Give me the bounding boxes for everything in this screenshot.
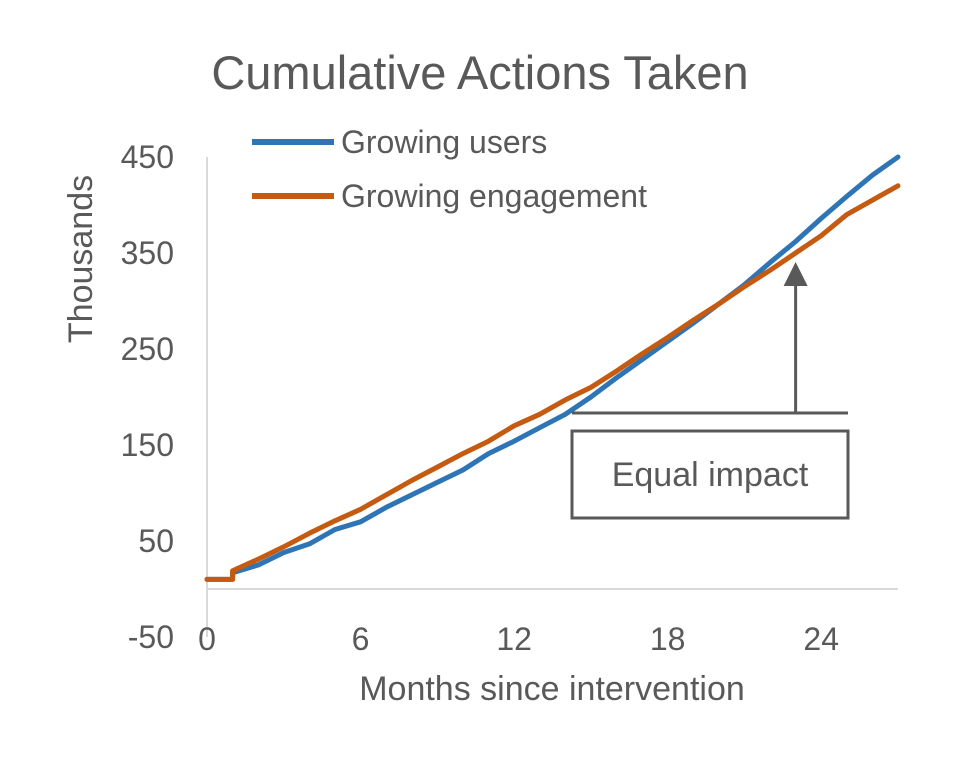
legend-label: Growing engagement <box>341 178 647 214</box>
chart-title: Cumulative Actions Taken <box>211 46 748 99</box>
x-tick-label: 12 <box>496 621 532 657</box>
y-tick-label: 150 <box>121 427 174 463</box>
annotation-arrow-head <box>783 261 808 286</box>
legend-label: Growing users <box>341 124 547 160</box>
annotation-box <box>570 429 850 520</box>
legend: Growing users Growing engagement <box>252 124 647 214</box>
y-tick-label: 250 <box>121 331 174 367</box>
x-tick-label: 6 <box>352 621 370 657</box>
y-axis-ticks: -50 50 150 250 350 450 <box>121 139 174 655</box>
x-tick-label: 0 <box>198 621 216 657</box>
y-axis-label: Thousands <box>62 175 100 343</box>
x-tick-label: 24 <box>803 621 839 657</box>
x-tick-label: 18 <box>650 621 686 657</box>
equal-impact-annotation: Equal impact <box>570 261 850 520</box>
y-tick-label: 450 <box>121 139 174 175</box>
y-tick-label: 350 <box>121 235 174 271</box>
y-tick-label: 50 <box>138 523 174 559</box>
series-line-growing-engagement <box>204 183 901 582</box>
series-line-growing-users <box>204 154 901 582</box>
x-axis-label: Months since intervention <box>359 670 745 708</box>
x-axis-ticks: 0 6 12 18 24 <box>198 621 839 657</box>
series-lines <box>204 154 901 582</box>
annotation-label: Equal impact <box>612 456 809 494</box>
y-tick-label: -50 <box>128 619 174 655</box>
